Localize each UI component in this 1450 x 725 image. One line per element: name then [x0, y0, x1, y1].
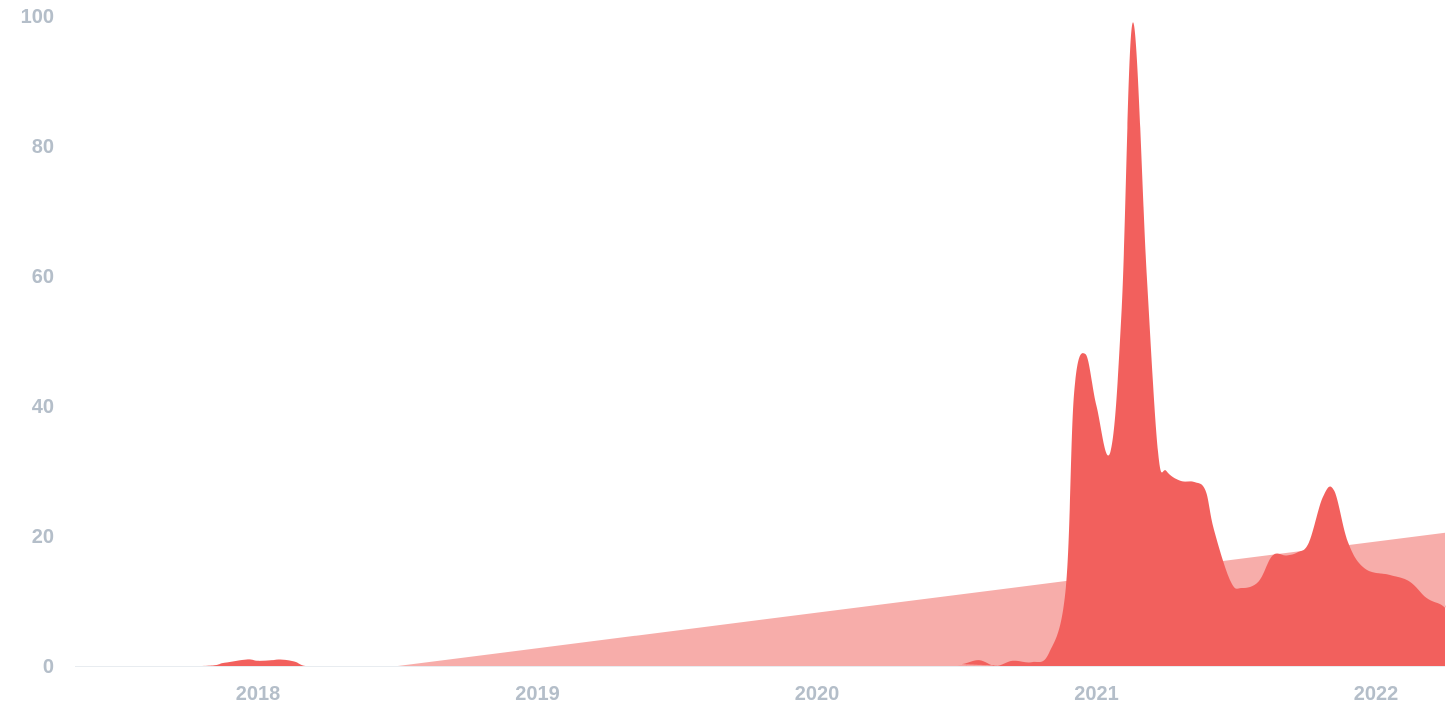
- x-tick-label: 2020: [795, 683, 840, 705]
- x-tick-label: 2022: [1354, 683, 1399, 705]
- x-tick-label: 2019: [515, 683, 560, 705]
- y-tick-label: 80: [32, 136, 54, 158]
- y-tick-label: 60: [32, 266, 54, 288]
- x-axis: 2018 2019 2020 2021 2022: [236, 683, 1399, 705]
- main-series-area: [104, 22, 1446, 667]
- y-tick-label: 100: [21, 6, 54, 28]
- y-tick-label: 40: [32, 396, 54, 418]
- x-tick-label: 2018: [236, 683, 281, 705]
- series-areas: [104, 22, 1446, 667]
- y-tick-label: 20: [32, 526, 54, 548]
- y-tick-label: 0: [43, 656, 54, 678]
- y-axis: 0 20 40 60 80 100: [21, 6, 54, 678]
- x-tick-label: 2021: [1074, 683, 1119, 705]
